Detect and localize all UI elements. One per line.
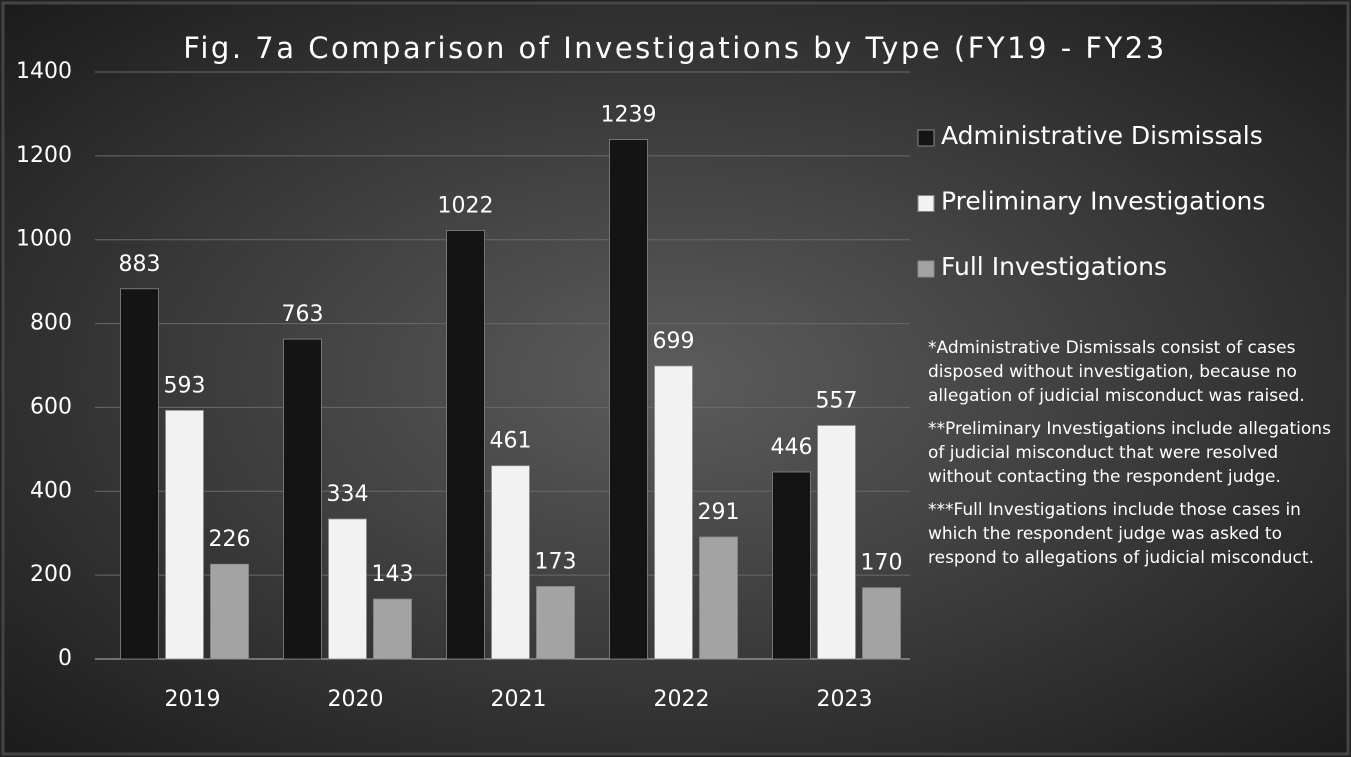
- bar: [373, 598, 412, 660]
- x-tick-label: 2021: [491, 687, 547, 712]
- y-tick-label: 200: [30, 562, 72, 587]
- data-label: 1239: [601, 103, 657, 128]
- notes: *Administrative Dismissals consist of ca…: [928, 336, 1338, 579]
- data-label: 170: [861, 551, 903, 576]
- y-tick-label: 800: [30, 311, 72, 336]
- note: **Preliminary Investigations include all…: [928, 419, 1331, 487]
- data-label: 557: [816, 388, 858, 413]
- x-tick-label: 2022: [654, 687, 710, 712]
- note: ***Full Investigations include those cas…: [928, 500, 1314, 568]
- y-tick-label: 1200: [16, 143, 72, 168]
- y-tick-label: 600: [30, 394, 72, 419]
- bar: [772, 471, 811, 660]
- data-label: 883: [119, 252, 161, 277]
- x-tick-label: 2019: [165, 687, 221, 712]
- data-label: 461: [490, 429, 532, 454]
- x-tick-label: 2023: [817, 687, 873, 712]
- y-tick-label: 400: [30, 478, 72, 503]
- data-label: 593: [164, 373, 206, 398]
- data-label: 173: [535, 549, 577, 574]
- legend-label: Full Investigations: [941, 252, 1167, 281]
- chart-title: Fig. 7a Comparison of Investigations by …: [183, 31, 1166, 65]
- bar: [817, 425, 856, 660]
- bar: [210, 563, 249, 660]
- data-label: 334: [327, 482, 369, 507]
- y-tick-label: 1000: [16, 227, 72, 252]
- bar: [491, 465, 530, 660]
- y-tick-label: 1400: [16, 59, 72, 84]
- x-tick-label: 2020: [328, 687, 384, 712]
- legend-swatch: [917, 195, 935, 212]
- note: *Administrative Dismissals consist of ca…: [928, 338, 1305, 406]
- data-label: 699: [653, 329, 695, 354]
- bar: [536, 586, 575, 660]
- bar: [328, 518, 367, 660]
- legend-swatch: [917, 260, 935, 278]
- y-tick-label: 0: [58, 646, 72, 671]
- bar: [446, 230, 485, 660]
- legend-label: Administrative Dismissals: [941, 121, 1263, 150]
- bar: [120, 288, 159, 660]
- legend-label: Preliminary Investigations: [941, 187, 1265, 216]
- bar: [609, 139, 648, 660]
- legend-swatch: [917, 129, 935, 147]
- data-label: 291: [698, 500, 740, 525]
- bar: [165, 409, 204, 660]
- bar: [283, 338, 322, 660]
- bar: [862, 587, 901, 660]
- data-label: 763: [282, 302, 324, 327]
- data-label: 226: [209, 527, 251, 552]
- data-label: 143: [372, 562, 414, 587]
- data-label: 446: [771, 435, 813, 460]
- data-label: 1022: [438, 193, 494, 218]
- bar: [654, 365, 693, 660]
- bar: [699, 536, 738, 660]
